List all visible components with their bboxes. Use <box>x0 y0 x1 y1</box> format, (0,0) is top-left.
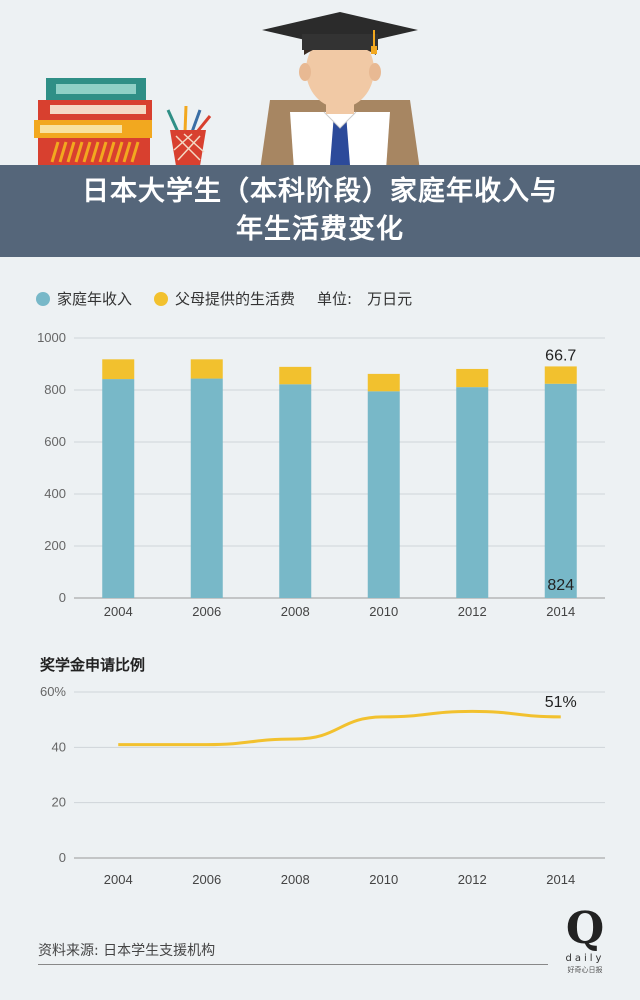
data-label-income-2014: 824 <box>547 577 574 594</box>
y-tick-label: 200 <box>44 538 66 553</box>
x-tick-label: 2012 <box>458 604 487 619</box>
bar-income <box>190 378 223 598</box>
graduate-icon <box>260 12 420 170</box>
brand-logo: Q daily 好奇心日报 <box>560 905 610 995</box>
data-label-allowance-2014: 66.7 <box>545 347 576 364</box>
income-bar-chart: 0 200 400 600 800 1000 2004 2006 2008 2010 2012 201… <box>37 330 605 619</box>
bar-allowance <box>456 368 489 388</box>
x-tick-label: 2014 <box>546 872 575 887</box>
brand-sub: 好奇心日报 <box>567 966 603 974</box>
header-illustration <box>34 12 420 170</box>
legend-label-allowance: 父母提供的生活费 <box>175 290 296 308</box>
scholarship-series-line <box>118 709 561 747</box>
bar-allowance <box>367 373 400 392</box>
x-tick-label: 2006 <box>192 872 221 887</box>
legend-label-income: 家庭年收入 <box>57 290 133 308</box>
pencil-cup-icon <box>166 105 212 166</box>
books-icon <box>34 78 152 166</box>
legend-item-allowance: 父母提供的生活费 <box>154 288 295 309</box>
title-banner: 日本大学生（本科阶段）家庭年收入与 年生活费变化 <box>0 165 640 257</box>
legend-swatch-allowance <box>154 291 169 306</box>
x-tick-label: 2008 <box>281 872 310 887</box>
y-tick-label: 600 <box>44 434 66 449</box>
y-tick-label: 800 <box>44 382 66 397</box>
x-tick-label: 2014 <box>546 604 575 619</box>
unit-label: 单位: 万日元 <box>317 290 413 308</box>
source-note: 资料来源: 日本学生支援机构 <box>38 943 216 959</box>
x-tick-label: 2006 <box>192 604 221 619</box>
footer-divider <box>38 964 548 965</box>
legend-swatch-income <box>36 291 50 306</box>
data-label-2014: 51% <box>545 694 577 711</box>
x-tick-label: 2010 <box>369 604 398 619</box>
brand-mark: Q <box>565 903 605 954</box>
y-tick-label: 40 <box>52 739 66 754</box>
x-tick-label: 2012 <box>458 872 487 887</box>
bar-income <box>456 387 489 598</box>
bar-income <box>367 391 400 598</box>
y-tick-label: 20 <box>52 795 66 810</box>
bar-income <box>102 379 135 598</box>
x-tick-label: 2004 <box>104 872 133 887</box>
y-tick-label: 0 <box>59 850 66 865</box>
x-tick-label: 2010 <box>369 872 398 887</box>
legend-item-income: 家庭年收入 <box>36 288 132 309</box>
y-tick-label: 1000 <box>37 330 66 345</box>
brand-word: daily <box>565 953 605 964</box>
x-tick-label: 2008 <box>281 604 310 619</box>
y-tick-label: 60% <box>40 684 66 699</box>
page-title-line2: 年生活费变化 <box>236 214 404 245</box>
x-tick-label: 2004 <box>104 604 133 619</box>
scholarship-line-chart: 0 20 40 60% 2004 2006 2008 2010 2012 2014 51% <box>40 684 605 887</box>
scholarship-chart-title: 奖学金申请比例 <box>40 656 146 674</box>
bar-allowance <box>102 359 135 380</box>
chart-legend: 家庭年收入 父母提供的生活费 单位: 万日元 <box>36 288 412 309</box>
y-tick-label: 0 <box>59 590 66 605</box>
bar-allowance <box>544 366 577 384</box>
bar-allowance <box>190 359 223 379</box>
bar-allowance <box>279 366 312 385</box>
bar-income <box>279 384 312 598</box>
bar-income <box>544 383 577 598</box>
page-title-line1: 日本大学生（本科阶段）家庭年收入与 <box>82 176 558 207</box>
y-tick-label: 400 <box>44 486 66 501</box>
